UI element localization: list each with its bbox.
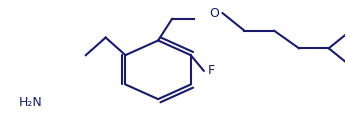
Text: F: F: [208, 64, 215, 77]
Text: H₂N: H₂N: [19, 96, 43, 109]
Text: O: O: [210, 7, 220, 20]
